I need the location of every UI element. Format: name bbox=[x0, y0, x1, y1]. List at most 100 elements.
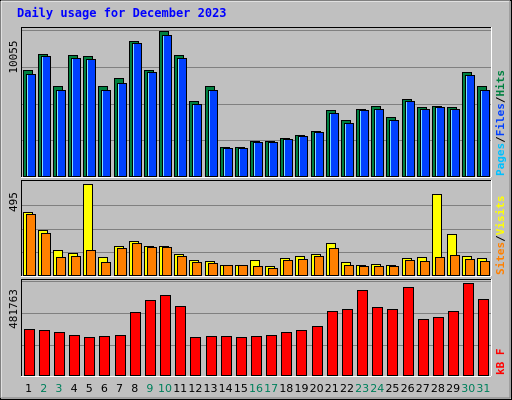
legend--text: / bbox=[494, 96, 507, 103]
kbytes-bar bbox=[54, 332, 65, 376]
kbytes-bar bbox=[403, 287, 414, 376]
files-bar bbox=[147, 72, 157, 177]
files-bar bbox=[101, 90, 111, 177]
day-label-27: 27 bbox=[416, 382, 430, 395]
sites-bar bbox=[41, 233, 51, 276]
files-bar bbox=[117, 83, 127, 177]
sites-bar bbox=[283, 260, 293, 276]
files-bar bbox=[420, 109, 430, 177]
files-bar bbox=[192, 104, 202, 177]
day-label-4: 4 bbox=[71, 382, 78, 395]
sites-bar bbox=[435, 257, 445, 276]
sites-bar bbox=[71, 256, 81, 276]
day-label-19: 19 bbox=[294, 382, 308, 395]
files-bar bbox=[162, 35, 172, 177]
sites-bar bbox=[192, 262, 202, 276]
files-bar bbox=[253, 142, 263, 177]
day-label-8: 8 bbox=[131, 382, 138, 395]
legend-visits-text: Visits bbox=[494, 196, 507, 236]
day-label-6: 6 bbox=[101, 382, 108, 395]
legend-kb-text: kB bbox=[494, 361, 507, 375]
kbytes-bar bbox=[296, 330, 307, 376]
sites-bar bbox=[450, 255, 460, 276]
sites-bar bbox=[314, 256, 324, 276]
panel-1-legend-label: Pages/Files/Hits bbox=[494, 70, 507, 176]
legend-files-text: Files bbox=[494, 103, 507, 136]
kbytes-bar bbox=[312, 326, 323, 376]
files-bar bbox=[314, 132, 324, 177]
kbytes-bar bbox=[130, 312, 141, 376]
sites-bar bbox=[480, 261, 490, 276]
files-bar bbox=[56, 90, 66, 177]
panel-1-max-label: 10055 bbox=[7, 40, 20, 73]
legend-sites-text: Sites bbox=[494, 242, 507, 275]
kbytes-bar bbox=[327, 311, 338, 376]
day-label-23: 23 bbox=[355, 382, 369, 395]
legend--text: / bbox=[494, 136, 507, 143]
kbytes-bar bbox=[221, 336, 232, 376]
sites-bar bbox=[101, 262, 111, 276]
sites-bar bbox=[86, 250, 96, 276]
day-label-29: 29 bbox=[446, 382, 460, 395]
kbytes-bar bbox=[236, 337, 247, 376]
day-label-10: 10 bbox=[158, 382, 172, 395]
kbytes-bar bbox=[357, 290, 368, 376]
files-bar bbox=[450, 109, 460, 177]
day-label-26: 26 bbox=[401, 382, 415, 395]
day-label-2: 2 bbox=[40, 382, 47, 395]
day-label-13: 13 bbox=[204, 382, 218, 395]
files-bar bbox=[283, 139, 293, 177]
kbytes-bar bbox=[448, 311, 459, 376]
day-label-31: 31 bbox=[476, 382, 490, 395]
day-label-3: 3 bbox=[55, 382, 62, 395]
day-label-17: 17 bbox=[264, 382, 278, 395]
sites-bar bbox=[374, 266, 384, 276]
kbytes-bar bbox=[175, 306, 186, 376]
kbytes-bar bbox=[372, 307, 383, 376]
day-label-21: 21 bbox=[325, 382, 339, 395]
day-label-20: 20 bbox=[310, 382, 324, 395]
files-bar bbox=[26, 74, 36, 177]
files-bar bbox=[359, 110, 369, 177]
sites-bar bbox=[147, 247, 157, 276]
legend-hits-text: Hits bbox=[494, 70, 507, 97]
files-bar bbox=[132, 43, 142, 177]
files-bar bbox=[405, 101, 415, 177]
sites-bar bbox=[420, 261, 430, 276]
kbytes-bar bbox=[190, 337, 201, 376]
files-bar bbox=[480, 90, 490, 177]
kbytes-bar bbox=[387, 309, 398, 376]
kbytes-bar bbox=[24, 329, 35, 376]
day-label-5: 5 bbox=[86, 382, 93, 395]
sites-bar bbox=[132, 243, 142, 276]
sites-bar bbox=[253, 266, 263, 276]
files-bar bbox=[329, 113, 339, 177]
sites-bar bbox=[177, 256, 187, 276]
day-label-16: 16 bbox=[249, 382, 263, 395]
sites-bar bbox=[268, 268, 278, 276]
files-bar bbox=[238, 148, 248, 177]
day-label-24: 24 bbox=[370, 382, 384, 395]
kbytes-bar bbox=[99, 336, 110, 376]
files-bar bbox=[177, 58, 187, 177]
sites-bar bbox=[162, 247, 172, 276]
kbytes-bar bbox=[418, 319, 429, 376]
kbytes-bar bbox=[69, 335, 80, 376]
sites-bar bbox=[465, 259, 475, 276]
day-label-11: 11 bbox=[173, 382, 187, 395]
sites-bar bbox=[344, 265, 354, 276]
files-bar bbox=[344, 123, 354, 177]
files-bar bbox=[298, 136, 308, 177]
legend-f-text: F bbox=[494, 349, 507, 362]
legend-pages-text: Pages bbox=[494, 143, 507, 176]
sites-bar bbox=[389, 266, 399, 276]
kbytes-bar bbox=[115, 335, 126, 376]
kbytes-bar bbox=[266, 335, 277, 376]
files-bar bbox=[41, 56, 51, 177]
kbytes-bar bbox=[160, 295, 171, 376]
day-label-1: 1 bbox=[25, 382, 32, 395]
sites-bar bbox=[405, 260, 415, 276]
files-bar bbox=[268, 142, 278, 177]
